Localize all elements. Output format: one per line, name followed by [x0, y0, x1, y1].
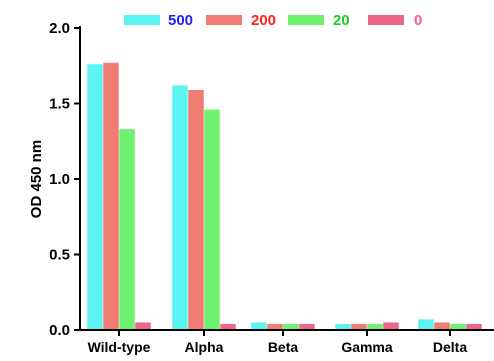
- axes: 0.0 0.5 1.0 1.5 2.0 Wild-type Alpha Beta Gamma De…: [28, 20, 494, 355]
- bar-beta-500: [251, 322, 267, 330]
- x-tick-label: Wild-type: [88, 339, 151, 355]
- legend-swatch-0: [368, 15, 404, 25]
- bar-wild-type-500: [87, 64, 103, 331]
- bar-alpha-0: [220, 323, 236, 330]
- bar-delta-0: [466, 323, 482, 330]
- y-tick-label: 1.5: [49, 96, 70, 113]
- x-tick-label: Beta: [268, 339, 299, 355]
- bars: [87, 62, 482, 331]
- bar-beta-0: [299, 323, 315, 330]
- legend-swatch-200: [206, 15, 242, 25]
- bar-wild-type-200: [103, 62, 119, 330]
- bar-gamma-200: [351, 323, 367, 330]
- y-axis-title: OD 450 nm: [28, 140, 45, 218]
- bar-alpha-200: [188, 89, 204, 330]
- bar-wild-type-20: [119, 129, 135, 330]
- x-tick-label: Alpha: [185, 339, 224, 355]
- bar-wild-type-0: [135, 322, 151, 330]
- bar-alpha-500: [172, 85, 188, 330]
- bar-alpha-20: [204, 109, 220, 330]
- bar-gamma-500: [335, 323, 351, 330]
- x-tick-label: Delta: [433, 339, 467, 355]
- legend-label-0: 0: [414, 12, 422, 29]
- legend-label-20: 20: [333, 12, 350, 29]
- legend: 500 200 20 0: [124, 12, 422, 29]
- x-tick-label: Gamma: [341, 339, 393, 355]
- y-tick-label: 0.5: [49, 247, 70, 264]
- y-tick-label: 0.0: [49, 322, 70, 339]
- legend-swatch-20: [288, 15, 324, 25]
- bar-beta-20: [283, 323, 299, 330]
- bar-beta-200: [267, 323, 283, 330]
- y-tick-label: 2.0: [49, 20, 70, 37]
- bar-delta-200: [434, 322, 450, 330]
- legend-swatch-500: [124, 15, 160, 25]
- bar-delta-20: [450, 323, 466, 330]
- y-tick-label: 1.0: [49, 171, 70, 188]
- legend-label-500: 500: [168, 12, 193, 29]
- bar-delta-500: [418, 319, 434, 330]
- bar-gamma-20: [367, 323, 383, 330]
- bar-gamma-0: [383, 322, 399, 330]
- legend-label-200: 200: [251, 12, 276, 29]
